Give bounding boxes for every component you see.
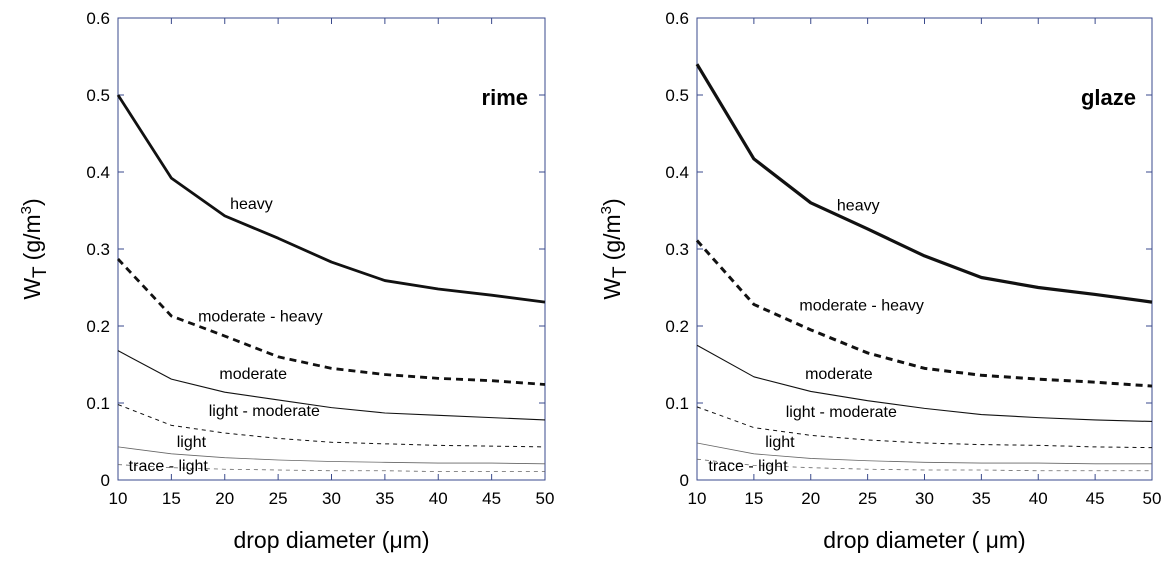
y-tick-label: 0.6 xyxy=(86,9,110,28)
y-axis-title-units: (g/m xyxy=(599,214,625,260)
series-label: light xyxy=(765,434,795,451)
x-tick-label: 10 xyxy=(109,489,128,508)
y-axis-title-main: W xyxy=(19,278,45,300)
series-label: moderate xyxy=(219,366,287,383)
y-axis-title: WT (g/m3) xyxy=(18,198,51,299)
x-tick-label: 30 xyxy=(322,489,341,508)
y-axis-title-main: W xyxy=(599,278,625,300)
panel-title: glaze xyxy=(1081,85,1136,110)
y-axis-title-superscript: 3 xyxy=(18,206,35,214)
series-label: moderate - heavy xyxy=(799,298,924,315)
x-tick-label: 45 xyxy=(482,489,501,508)
y-tick-label: 0.3 xyxy=(665,240,689,259)
series-label: moderate xyxy=(805,366,873,383)
series-label: moderate - heavy xyxy=(198,308,323,325)
y-tick-label: 0 xyxy=(101,471,110,490)
y-tick-label: 0.5 xyxy=(86,86,110,105)
y-axis-title-subscript: T xyxy=(610,266,631,278)
x-tick-label: 50 xyxy=(536,489,555,508)
x-tick-label: 15 xyxy=(744,489,763,508)
x-tick-label: 45 xyxy=(1086,489,1105,508)
series-label: light - moderate xyxy=(209,403,320,420)
series-label: trace - light xyxy=(129,458,209,475)
y-tick-label: 0.1 xyxy=(665,394,689,413)
x-tick-label: 40 xyxy=(1029,489,1048,508)
y-tick-label: 0.4 xyxy=(665,163,689,182)
series-line xyxy=(695,239,1153,388)
x-tick-label: 20 xyxy=(801,489,820,508)
chart-panel-glaze: 10 15 20 25 30 35 40 45 50 0 0.1 0.2 0.3 0.4 0.5 0.6 hea… xyxy=(598,9,1161,553)
y-axis-title-superscript: 3 xyxy=(598,206,615,214)
x-tick-label: 35 xyxy=(972,489,991,508)
x-tick-label: 25 xyxy=(269,489,288,508)
y-axis-title-units: (g/m xyxy=(19,214,45,260)
x-axis-title: drop diameter (μm) xyxy=(233,527,429,553)
x-tick-label: 50 xyxy=(1143,489,1162,508)
series-label: light - moderate xyxy=(786,404,897,421)
x-tick-label: 35 xyxy=(375,489,394,508)
y-tick-label: 0.2 xyxy=(665,317,689,336)
y-axis-title-subscript: T xyxy=(30,266,51,278)
panel-title: rime xyxy=(482,85,528,110)
y-tick-label: 0.4 xyxy=(86,163,110,182)
series-line xyxy=(696,344,1153,423)
chart-panel-rime: 10 15 20 25 30 35 40 45 50 0 0.1 0.2 0.3 0.4 0.5 0.6 hea… xyxy=(18,9,554,553)
x-tick-label: 25 xyxy=(858,489,877,508)
x-tick-label: 10 xyxy=(688,489,707,508)
y-tick-label: 0 xyxy=(680,471,689,490)
x-tick-label: 20 xyxy=(215,489,234,508)
series-label: heavy xyxy=(230,196,273,213)
series-label: light xyxy=(177,434,207,451)
y-axis-title-end: ) xyxy=(19,198,45,206)
x-tick-label: 30 xyxy=(915,489,934,508)
series-label: trace - light xyxy=(708,458,788,475)
y-tick-label: 0.6 xyxy=(665,9,689,28)
y-tick-label: 0.1 xyxy=(86,394,110,413)
series-line xyxy=(117,464,545,472)
y-tick-label: 0.5 xyxy=(665,86,689,105)
x-axis-title: drop diameter ( μm) xyxy=(823,527,1025,553)
x-tick-label: 15 xyxy=(162,489,181,508)
series-line xyxy=(116,94,546,304)
series-label: heavy xyxy=(837,198,880,215)
series-line xyxy=(117,350,546,421)
y-tick-label: 0.2 xyxy=(86,317,110,336)
y-axis-title: WT (g/m3) xyxy=(598,198,631,299)
series-line xyxy=(116,258,546,386)
y-tick-label: 0.3 xyxy=(86,240,110,259)
x-tick-label: 40 xyxy=(429,489,448,508)
y-axis-title-end: ) xyxy=(599,198,625,206)
